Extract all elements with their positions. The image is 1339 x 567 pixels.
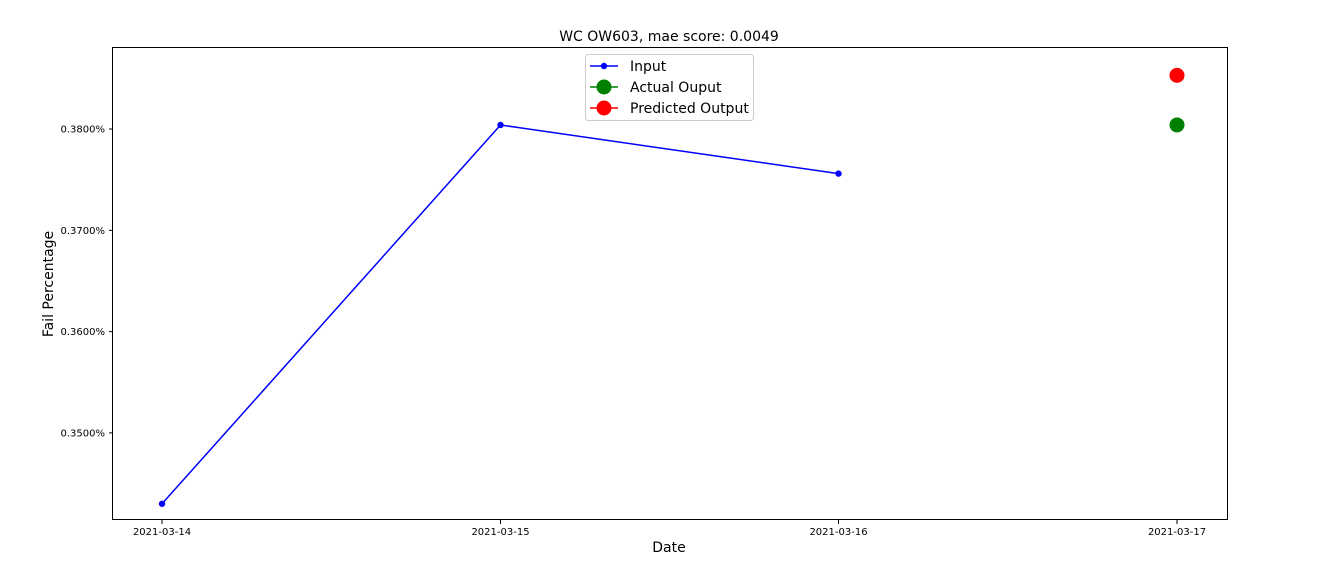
data-point-predicted-output <box>1169 67 1185 83</box>
x-axis-label: Date <box>652 540 685 556</box>
y-axis: 0.3500% 0.3600% 0.3700% 0.3800% <box>61 125 113 439</box>
legend-marker <box>596 79 612 95</box>
legend-box <box>585 54 754 121</box>
chart-title: WC OW603, mae score: 0.0049 <box>559 29 779 45</box>
y-axis-label: Fail Percentage <box>41 231 57 337</box>
plot-area-frame <box>112 47 1228 520</box>
legend-marker <box>596 100 612 116</box>
series-layer <box>158 67 1185 507</box>
y-tick-label: 0.3600% <box>61 327 106 338</box>
data-point-input <box>835 170 842 177</box>
y-tick-label: 0.3500% <box>61 428 106 439</box>
y-tick-label: 0.3700% <box>61 226 106 237</box>
data-point-actual-ouput <box>1169 117 1185 133</box>
legend-entry-label: Input <box>630 59 667 75</box>
legend-entry-label: Predicted Output <box>630 101 749 117</box>
x-axis: 2021-03-14 2021-03-15 2021-03-16 2021-03-17 <box>133 520 1206 538</box>
series-line-input <box>161 124 839 505</box>
data-point-input <box>158 500 166 507</box>
legend-marker <box>600 62 608 70</box>
y-tick-label: 0.3800% <box>61 125 106 136</box>
legend-entry-label: Actual Ouput <box>630 80 722 96</box>
data-point-input <box>497 121 504 129</box>
x-tick-label: 2021-03-14 <box>133 527 191 538</box>
x-tick-label: 2021-03-16 <box>809 527 867 538</box>
legend: Input Actual Ouput Predicted Output <box>585 54 754 121</box>
x-tick-label: 2021-03-17 <box>1148 527 1206 538</box>
x-tick-label: 2021-03-15 <box>471 527 529 538</box>
